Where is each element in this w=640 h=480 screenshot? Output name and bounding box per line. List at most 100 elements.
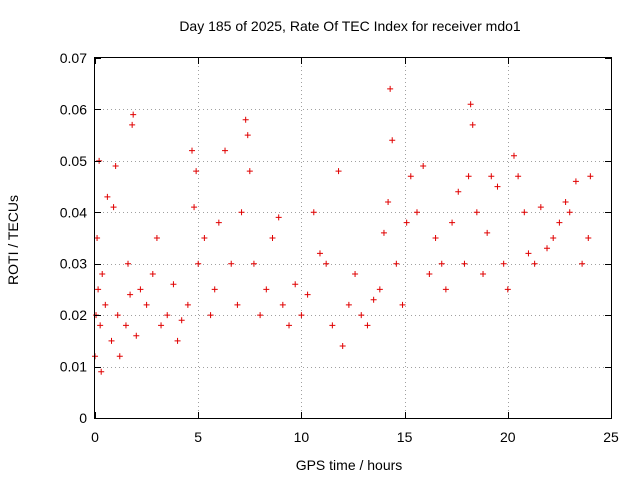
data-point <box>99 271 106 277</box>
x-tick-label: 15 <box>397 429 413 445</box>
data-point <box>393 260 400 267</box>
data-point <box>455 188 462 195</box>
data-point <box>211 286 218 293</box>
data-point <box>376 286 383 293</box>
data-point <box>461 260 468 267</box>
x-tick-label: 0 <box>91 429 99 445</box>
data-point <box>550 235 557 241</box>
data-point <box>228 260 235 267</box>
data-point <box>116 353 123 360</box>
y-tick-label: 0 <box>79 410 87 426</box>
data-point <box>556 219 563 226</box>
data-point <box>201 235 208 241</box>
data-point <box>184 301 191 308</box>
data-point <box>413 209 420 216</box>
data-point <box>562 199 569 205</box>
data-point <box>189 147 196 154</box>
data-point <box>143 301 150 308</box>
data-point <box>364 322 371 329</box>
data-point <box>178 317 185 324</box>
y-tick-label: 0.04 <box>60 204 87 220</box>
data-layer <box>92 85 594 375</box>
data-point <box>310 209 317 216</box>
x-tick-label: 20 <box>500 429 516 445</box>
data-point <box>170 281 177 288</box>
data-point <box>572 178 579 185</box>
data-point <box>193 168 200 175</box>
data-point <box>158 322 165 329</box>
data-point <box>207 312 214 319</box>
data-point <box>292 281 299 288</box>
data-point <box>399 301 406 308</box>
data-point <box>164 312 171 319</box>
data-point <box>537 204 544 211</box>
data-point <box>587 173 594 180</box>
data-point <box>585 235 592 241</box>
data-point <box>442 286 449 293</box>
data-point <box>125 260 132 267</box>
data-point <box>339 343 346 349</box>
data-point <box>94 235 101 241</box>
data-point <box>352 271 359 277</box>
x-axis-label: GPS time / hours <box>296 457 403 473</box>
data-point <box>370 296 377 303</box>
y-tick-label: 0.05 <box>60 153 87 169</box>
data-point <box>269 235 276 241</box>
y-tick-label: 0.01 <box>60 359 87 375</box>
data-point <box>420 163 427 169</box>
data-point <box>403 219 410 226</box>
data-point <box>191 204 198 211</box>
y-tick-label: 0.07 <box>60 50 87 66</box>
data-point <box>389 137 396 144</box>
data-point <box>316 250 323 257</box>
data-point <box>465 173 472 180</box>
data-point <box>222 147 229 154</box>
grid-layer <box>95 58 611 418</box>
y-tick-label: 0.03 <box>60 256 87 272</box>
data-point <box>242 116 249 123</box>
data-point <box>257 312 264 319</box>
data-point <box>426 271 433 277</box>
data-point <box>130 111 137 118</box>
data-point <box>531 260 538 267</box>
data-point <box>95 286 102 293</box>
data-point <box>407 173 414 180</box>
data-point <box>387 85 394 92</box>
data-point <box>521 209 528 216</box>
data-point <box>494 183 501 190</box>
data-point <box>250 260 257 267</box>
data-point <box>488 173 495 180</box>
data-point <box>510 152 517 159</box>
data-point <box>122 322 129 329</box>
data-point <box>263 286 270 293</box>
data-point <box>467 101 474 108</box>
data-point <box>98 368 105 375</box>
data-point <box>244 132 251 139</box>
y-tick-label: 0.06 <box>60 101 87 117</box>
data-point <box>579 260 586 267</box>
data-point <box>127 291 134 298</box>
data-point <box>504 286 511 293</box>
data-point <box>438 260 445 267</box>
data-point <box>480 271 487 277</box>
data-point <box>108 337 115 344</box>
plot-frame <box>94 57 612 419</box>
data-point <box>137 286 144 293</box>
data-point <box>246 168 253 175</box>
data-point <box>279 301 286 308</box>
data-point <box>323 260 330 267</box>
data-point <box>345 301 352 308</box>
data-point <box>275 214 282 221</box>
data-point <box>358 312 365 319</box>
data-point <box>110 204 117 211</box>
data-point <box>215 219 222 226</box>
data-point <box>484 229 491 236</box>
data-point <box>114 312 121 319</box>
data-point <box>96 157 103 164</box>
chart-title: Day 185 of 2025, Rate Of TEC Index for r… <box>179 18 521 34</box>
data-point <box>298 312 305 319</box>
data-point <box>515 173 522 180</box>
data-point <box>335 168 342 175</box>
data-point <box>329 322 336 329</box>
data-point <box>473 209 480 216</box>
